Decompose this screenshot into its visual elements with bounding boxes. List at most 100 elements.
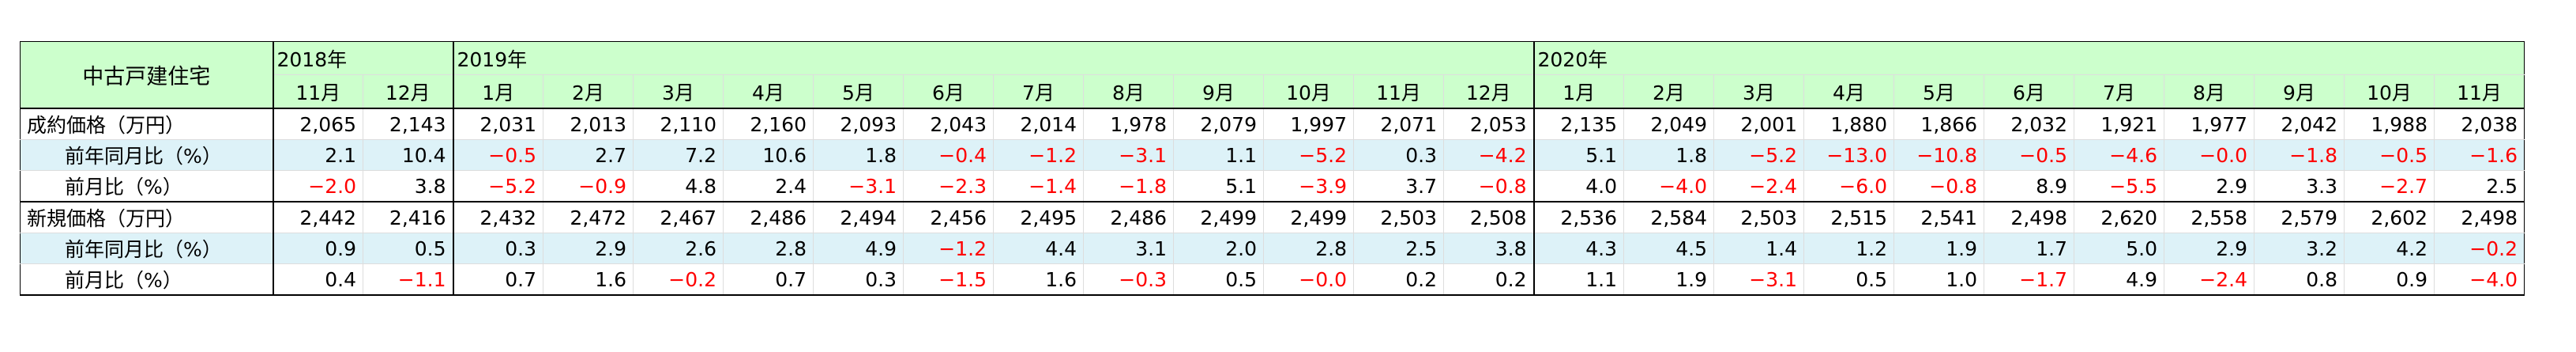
cell-value: 2,049 bbox=[1623, 108, 1714, 140]
cell-value: −0.2 bbox=[633, 263, 724, 296]
cell-value: 2,498 bbox=[2434, 201, 2525, 233]
data-row: 前月比（%） −2.0 3.8 −5.2 −0.9 4.8 2.4 −3.1 −2.3 −1.4−… bbox=[20, 170, 2525, 202]
cell-value: −1.6 bbox=[2434, 139, 2525, 171]
cell-value: 1.1 bbox=[1173, 139, 1264, 171]
cell-value: −0.5 bbox=[2344, 139, 2435, 171]
cell-value: 1.6 bbox=[993, 263, 1084, 296]
cell-value: 2,499 bbox=[1263, 201, 1354, 233]
cell-value: −5.2 bbox=[452, 170, 543, 202]
cell-value: 1.2 bbox=[1803, 233, 1894, 264]
month-label: 10月 bbox=[2344, 74, 2435, 109]
cell-value: 0.8 bbox=[2254, 263, 2345, 296]
cell-value: 1,997 bbox=[1263, 108, 1354, 140]
cell-value: −3.1 bbox=[1083, 139, 1174, 171]
cell-value: 2,110 bbox=[633, 108, 724, 140]
cell-value: 2,014 bbox=[993, 108, 1084, 140]
month-label: 2月 bbox=[1623, 74, 1714, 109]
cell-value: −0.4 bbox=[903, 139, 994, 171]
cell-value: 4.3 bbox=[1532, 233, 1624, 264]
cell-value: 2.9 bbox=[2164, 233, 2254, 264]
cell-value: 1.8 bbox=[1623, 139, 1714, 171]
cell-value: 2.8 bbox=[723, 233, 814, 264]
month-label: 3月 bbox=[1713, 74, 1804, 109]
cell-value: 2,013 bbox=[543, 108, 634, 140]
cell-value: 2,620 bbox=[2074, 201, 2164, 233]
cell-value: −1.8 bbox=[1083, 170, 1174, 202]
cell-value: 10.6 bbox=[723, 139, 814, 171]
cell-value: 2,416 bbox=[363, 201, 453, 233]
cell-value: 0.9 bbox=[272, 233, 363, 264]
row-label: 成約価格（万円） bbox=[20, 108, 273, 140]
cell-value: 5.1 bbox=[1532, 139, 1624, 171]
cell-value: −0.0 bbox=[2164, 139, 2254, 171]
cell-value: 2.6 bbox=[633, 233, 724, 264]
month-label: 1月 bbox=[1532, 74, 1624, 109]
cell-value: −0.9 bbox=[543, 170, 634, 202]
cell-value: 2,486 bbox=[1083, 201, 1174, 233]
year-label: 2018年 bbox=[272, 41, 453, 75]
cell-value: −0.0 bbox=[1263, 263, 1354, 296]
month-label: 3月 bbox=[633, 74, 724, 109]
cell-value: −1.7 bbox=[1984, 263, 2074, 296]
cell-value: 2,071 bbox=[1353, 108, 1444, 140]
month-label: 4月 bbox=[1803, 74, 1894, 109]
cell-value: −1.5 bbox=[903, 263, 994, 296]
cell-value: 2,499 bbox=[1173, 201, 1264, 233]
cell-value: −13.0 bbox=[1803, 139, 1894, 171]
month-label: 1月 bbox=[452, 74, 543, 109]
cell-value: 0.5 bbox=[1803, 263, 1894, 296]
cell-value: 2.1 bbox=[272, 139, 363, 171]
cell-value: −0.5 bbox=[1984, 139, 2074, 171]
cell-value: 2,143 bbox=[363, 108, 453, 140]
cell-value: −3.9 bbox=[1263, 170, 1354, 202]
cell-value: 2.5 bbox=[1353, 233, 1444, 264]
cell-value: 0.9 bbox=[2344, 263, 2435, 296]
cell-value: 8.9 bbox=[1984, 170, 2074, 202]
month-label: 5月 bbox=[1893, 74, 1984, 109]
cell-value: 4.9 bbox=[813, 233, 904, 264]
cell-value: 2,053 bbox=[1443, 108, 1534, 140]
month-label: 7月 bbox=[2074, 74, 2164, 109]
cell-value: 0.7 bbox=[452, 263, 543, 296]
cell-value: −1.2 bbox=[903, 233, 994, 264]
header-row: 11月 12月 1月 2月 3月 4月 5月 6月 7月 8月 9月 10月 11月 12月 1月 2月 3月 4… bbox=[21, 74, 2525, 109]
cell-value: 2,486 bbox=[723, 201, 814, 233]
cell-value: 3.2 bbox=[2254, 233, 2345, 264]
month-label: 6月 bbox=[1984, 74, 2074, 109]
cell-value: 3.1 bbox=[1083, 233, 1174, 264]
cell-value: 2.8 bbox=[1263, 233, 1354, 264]
cell-value: −6.0 bbox=[1803, 170, 1894, 202]
cell-value: 2,495 bbox=[993, 201, 1084, 233]
row-label: 前年同月比（%） bbox=[20, 233, 273, 264]
cell-value: 7.2 bbox=[633, 139, 724, 171]
data-row: 新規価格（万円） 2,442 2,416 2,432 2,472 2,467 2,486 2,… bbox=[20, 201, 2525, 233]
cell-value: 1.0 bbox=[1893, 263, 1984, 296]
cell-value: 4.8 bbox=[633, 170, 724, 202]
cell-value: 1,921 bbox=[2074, 108, 2164, 140]
cell-value: 2,515 bbox=[1803, 201, 1894, 233]
month-label: 8月 bbox=[1083, 74, 1174, 109]
table-title: 中古戸建住宅 bbox=[20, 41, 273, 109]
month-label: 5月 bbox=[813, 74, 904, 109]
cell-value: 4.0 bbox=[1532, 170, 1624, 202]
year-label: 2019年 bbox=[452, 41, 1534, 75]
cell-value: −2.4 bbox=[1713, 170, 1804, 202]
month-label: 4月 bbox=[723, 74, 814, 109]
cell-value: 1,880 bbox=[1803, 108, 1894, 140]
data-row: 前年同月比（%） 2.1 10.4 −0.5 2.7 7.2 10.6 1.8 −0.4 −1.2… bbox=[20, 139, 2525, 171]
cell-value: 5.1 bbox=[1173, 170, 1264, 202]
cell-value: −3.1 bbox=[813, 170, 904, 202]
month-label: 7月 bbox=[993, 74, 1084, 109]
cell-value: 0.3 bbox=[813, 263, 904, 296]
cell-value: 2,536 bbox=[1532, 201, 1624, 233]
cell-value: 3.8 bbox=[363, 170, 453, 202]
cell-value: −0.2 bbox=[2434, 233, 2525, 264]
month-label: 11月 bbox=[272, 74, 363, 109]
cell-value: 1,978 bbox=[1083, 108, 1174, 140]
cell-value: −0.8 bbox=[1443, 170, 1534, 202]
cell-value: 0.2 bbox=[1353, 263, 1444, 296]
cell-value: 2,038 bbox=[2434, 108, 2525, 140]
cell-value: 2,467 bbox=[633, 201, 724, 233]
cell-value: 2.9 bbox=[2164, 170, 2254, 202]
cell-value: −4.6 bbox=[2074, 139, 2164, 171]
